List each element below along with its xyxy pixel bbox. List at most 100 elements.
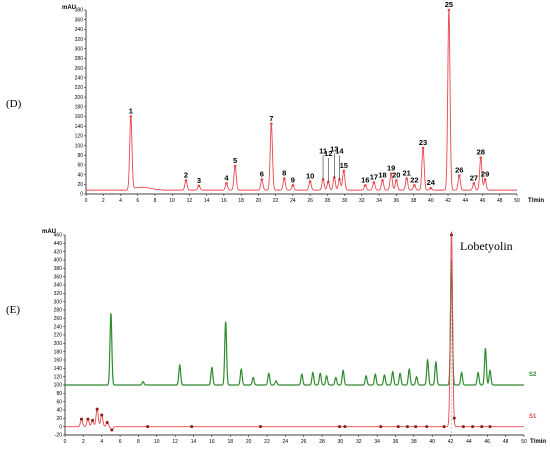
peak-marker <box>447 8 451 12</box>
peak-marker <box>129 115 133 118</box>
x-tick-label: 2 <box>102 198 105 204</box>
peak-label: 20 <box>392 170 400 179</box>
panel-d-x-ticks: 0 2 4 6 8 10 12 14 16 18 20 22 24 26 28 30 32 34 36 38 40 42 4… <box>85 194 520 204</box>
s1-marker <box>425 425 429 429</box>
peak-marker <box>483 178 487 181</box>
peak-label: 27 <box>470 173 478 182</box>
peak-label: 13 <box>330 145 338 154</box>
y-tick-label: 60 <box>77 163 83 169</box>
peak-label: 3 <box>197 176 201 185</box>
peak-label: 5 <box>233 156 237 165</box>
y-tick-label: 120 <box>54 374 63 380</box>
panel-d-trace <box>86 9 517 191</box>
panel-e-axes <box>64 235 524 436</box>
panel-d-peak-markers <box>129 8 487 190</box>
peak-marker <box>395 179 398 182</box>
x-tick-label: 34 <box>376 198 382 204</box>
x-tick-label: 10 <box>169 198 175 204</box>
x-tick-label: 12 <box>187 198 193 204</box>
peak-marker <box>342 169 346 173</box>
s1-marker <box>396 425 400 429</box>
s1-marker <box>480 425 484 429</box>
panel-e-s1-markers <box>80 233 492 432</box>
x-tick-label: 50 <box>521 439 527 445</box>
x-tick-label: 0 <box>64 439 67 445</box>
y-tick-label: 300 <box>75 46 84 52</box>
y-tick-label: 20 <box>77 182 83 188</box>
s1-marker <box>91 418 95 422</box>
y-tick-label: 340 <box>54 283 63 289</box>
x-tick-label: 22 <box>264 439 270 445</box>
y-tick-label: 0 <box>59 424 62 430</box>
panel-e-x-unit: T/min <box>530 439 546 445</box>
peak-marker <box>372 181 376 184</box>
s1-marker <box>110 428 114 432</box>
lobetyolin-annotation: Lobetyolin <box>460 239 513 253</box>
y-tick-label: 100 <box>75 143 84 149</box>
x-tick-label: 40 <box>429 439 435 445</box>
x-tick-label: 20 <box>246 439 252 445</box>
x-tick-label: 42 <box>445 198 451 204</box>
x-tick-label: 26 <box>307 198 313 204</box>
s1-marker <box>442 425 446 429</box>
panel-d-axes <box>85 10 517 195</box>
panel-e-trace-s1 <box>65 231 524 431</box>
s1-marker <box>337 425 341 429</box>
s1-marker <box>405 425 409 429</box>
x-tick-label: 6 <box>119 439 122 445</box>
s1-marker <box>461 425 465 429</box>
peak-label: 19 <box>387 164 395 173</box>
y-tick-label: 460 <box>54 233 63 239</box>
s1-marker <box>471 425 475 429</box>
peak-marker <box>308 180 312 183</box>
panel-e-y-unit: mAU <box>42 229 56 235</box>
x-tick-label: 28 <box>319 439 325 445</box>
y-tick-label: 80 <box>56 391 62 397</box>
s1-marker <box>100 413 104 417</box>
x-tick-label: 8 <box>137 439 140 445</box>
peak-label: 17 <box>370 172 378 181</box>
s1-marker <box>488 425 492 429</box>
peak-marker <box>389 172 393 175</box>
panel-d-label: (D) <box>6 98 22 110</box>
x-tick-label: 50 <box>514 198 520 204</box>
peak-label: 14 <box>335 146 344 155</box>
panel-e-y-ticks: -20 0 20 40 60 80 100 120 140 160 180 200 220 240 260 2… <box>54 233 65 439</box>
peak-marker <box>184 179 188 182</box>
peak-marker <box>413 183 416 187</box>
x-tick-label: 2 <box>82 439 85 445</box>
y-tick-label: 260 <box>75 66 84 72</box>
peak-marker <box>472 182 476 185</box>
peak-label: 29 <box>481 169 489 178</box>
peak-label: 4 <box>224 173 229 182</box>
peak-label: 8 <box>282 169 286 178</box>
y-tick-label: 40 <box>77 172 83 178</box>
peak-label: 26 <box>455 166 463 175</box>
x-tick-label: 28 <box>325 198 331 204</box>
y-tick-label: 380 <box>54 266 63 272</box>
panel-e-label: (E) <box>6 304 20 316</box>
x-tick-label: 32 <box>359 198 365 204</box>
peak-label: 9 <box>291 175 295 184</box>
s1-marker <box>259 425 263 429</box>
s1-marker <box>190 425 194 429</box>
peak-label: 2 <box>184 170 188 179</box>
y-tick-label: 320 <box>54 291 63 297</box>
x-tick-label: 42 <box>448 439 454 445</box>
s1-marker <box>379 425 383 429</box>
y-tick-label: 100 <box>54 383 63 389</box>
x-tick-label: 38 <box>411 198 417 204</box>
y-tick-label: 200 <box>75 95 84 101</box>
s1-marker <box>452 416 456 420</box>
x-tick-label: 24 <box>290 198 296 204</box>
peak-label: 23 <box>419 138 427 147</box>
y-tick-label: 20 <box>56 416 62 422</box>
x-tick-label: 16 <box>209 439 215 445</box>
peak-label: 15 <box>340 161 348 170</box>
series-label-s2: S2 <box>529 372 537 378</box>
peak-marker <box>381 179 384 182</box>
y-tick-label: 220 <box>54 333 63 339</box>
peak-label: 21 <box>402 169 410 178</box>
panel-e-x-ticks: 0 2 4 6 8 10 12 14 16 18 20 22 24 26 28 30 32 34 36 38 40 42 4… <box>64 435 527 445</box>
